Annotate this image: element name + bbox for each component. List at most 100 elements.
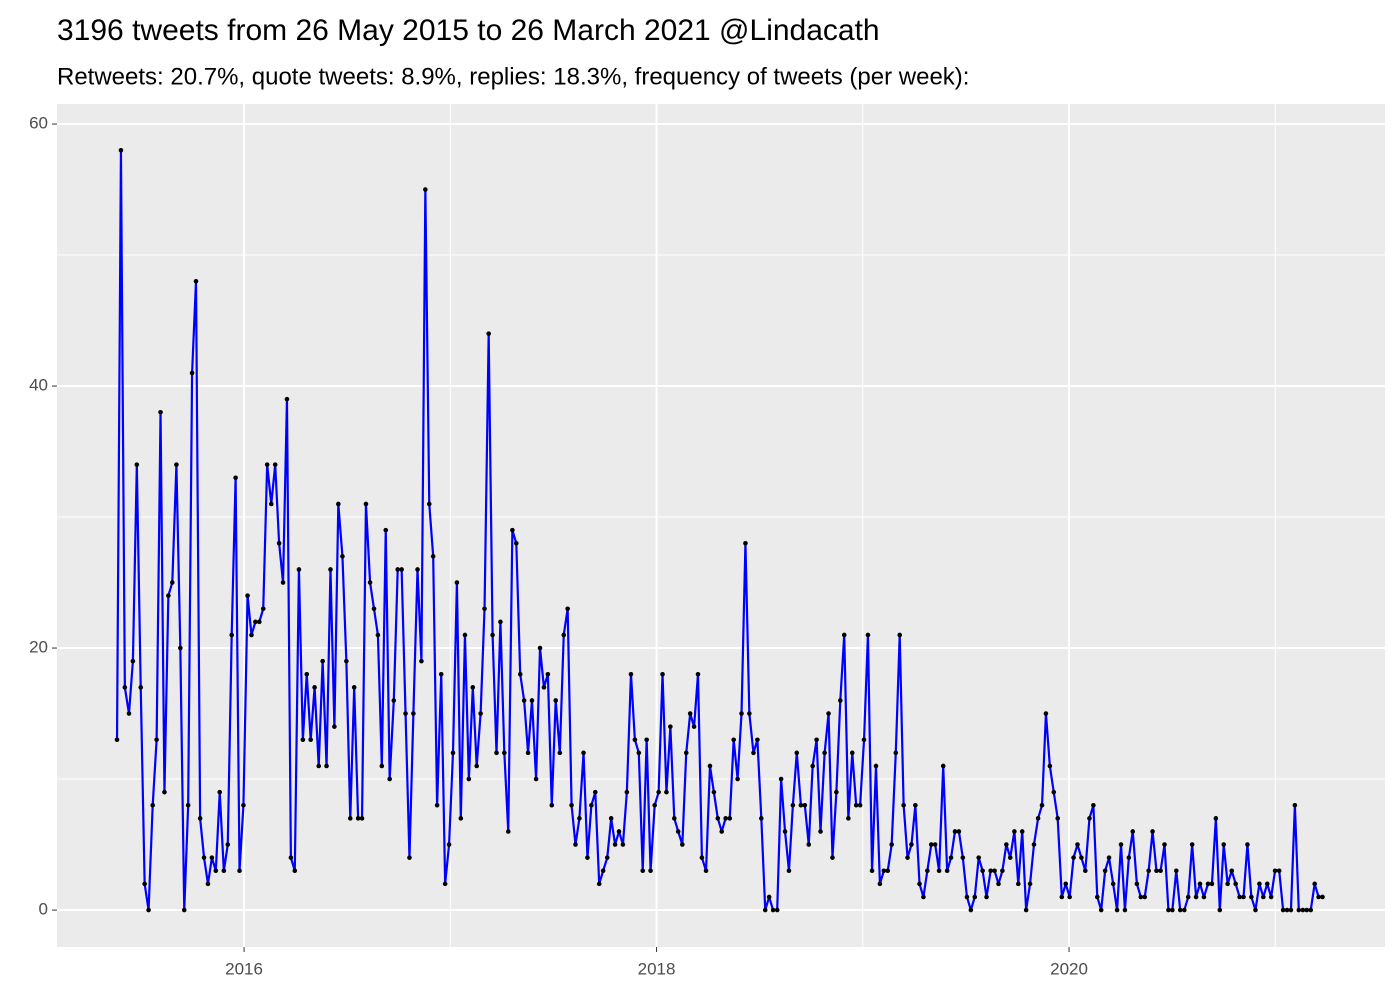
data-point: [197, 816, 203, 821]
data-point: [296, 567, 302, 572]
data-point: [1241, 894, 1246, 900]
data-point: [1272, 868, 1278, 874]
data-point: [426, 501, 432, 507]
data-point: [968, 907, 974, 913]
data-point: [505, 829, 511, 834]
data-point: [134, 462, 140, 467]
data-point: [1284, 907, 1290, 913]
data-point: [1300, 907, 1306, 913]
data-point: [759, 816, 764, 821]
data-point: [719, 829, 725, 834]
data-point: [1217, 907, 1223, 913]
data-point: [1067, 894, 1072, 900]
y-tick-label: 40: [29, 376, 48, 395]
data-point: [1063, 881, 1069, 887]
data-point: [1122, 907, 1128, 913]
data-point: [438, 671, 444, 677]
data-point: [178, 645, 183, 651]
data-point: [1083, 868, 1088, 874]
data-point: [510, 527, 515, 533]
data-point: [766, 894, 772, 900]
x-tick-label: 2016: [225, 959, 263, 978]
data-point: [411, 711, 416, 716]
data-point: [660, 671, 665, 677]
data-point: [1126, 855, 1132, 860]
data-point: [921, 894, 926, 900]
data-point: [703, 868, 709, 874]
data-point: [237, 868, 242, 874]
data-point: [751, 750, 756, 756]
data-point: [616, 829, 622, 834]
data-point: [936, 868, 942, 874]
data-point: [585, 855, 590, 860]
data-point: [541, 685, 547, 690]
data-point: [1079, 855, 1084, 860]
data-point: [379, 763, 385, 769]
data-point: [138, 685, 144, 690]
y-tick-label: 20: [29, 638, 48, 657]
data-point: [205, 881, 211, 887]
data-point: [1150, 829, 1155, 834]
data-point: [332, 724, 337, 729]
data-point: [644, 737, 649, 743]
data-point: [683, 750, 689, 756]
data-point: [371, 606, 377, 612]
data-point: [1209, 881, 1215, 887]
data-point: [1296, 907, 1302, 913]
data-point: [249, 632, 254, 638]
data-point: [280, 580, 286, 585]
data-point: [668, 724, 673, 729]
data-point: [1130, 829, 1136, 834]
data-point: [901, 802, 906, 808]
data-point: [521, 698, 527, 703]
data-point: [1102, 868, 1108, 874]
data-point: [1312, 881, 1317, 887]
data-point: [1110, 881, 1116, 887]
data-point: [1043, 711, 1049, 716]
data-point: [419, 658, 424, 664]
data-point: [1027, 881, 1033, 887]
data-point: [755, 737, 760, 743]
data-point: [822, 750, 827, 756]
data-point: [707, 763, 713, 769]
data-point: [549, 802, 555, 808]
data-point: [960, 855, 966, 860]
data-point: [834, 789, 839, 795]
data-point: [972, 894, 978, 900]
data-point: [928, 842, 934, 847]
data-point: [778, 776, 784, 782]
data-point: [324, 763, 329, 769]
data-point: [664, 789, 669, 795]
data-point: [1316, 894, 1321, 900]
data-point: [980, 868, 985, 874]
data-point: [288, 855, 294, 860]
data-point: [415, 567, 420, 572]
data-point: [1114, 907, 1120, 913]
data-point: [628, 671, 634, 677]
data-point: [1098, 907, 1104, 913]
data-point: [846, 816, 851, 821]
data-point: [735, 776, 740, 782]
plot-panel: [57, 104, 1385, 947]
data-point: [671, 816, 677, 821]
data-point: [233, 475, 238, 481]
data-point: [344, 658, 349, 664]
data-point: [1193, 894, 1199, 900]
data-point: [264, 462, 270, 467]
data-point: [743, 540, 748, 546]
data-point: [656, 789, 661, 795]
data-point: [308, 737, 313, 743]
data-point: [533, 776, 539, 782]
data-point: [640, 868, 646, 874]
data-point: [1138, 894, 1144, 900]
data-point: [589, 802, 594, 808]
data-point: [553, 698, 558, 703]
data-point: [648, 868, 653, 874]
data-point: [838, 698, 843, 703]
data-point: [1142, 894, 1148, 900]
data-point: [1106, 855, 1112, 860]
data-point: [1146, 868, 1151, 874]
data-point: [798, 802, 804, 808]
data-point: [158, 409, 163, 415]
data-point: [699, 855, 705, 860]
